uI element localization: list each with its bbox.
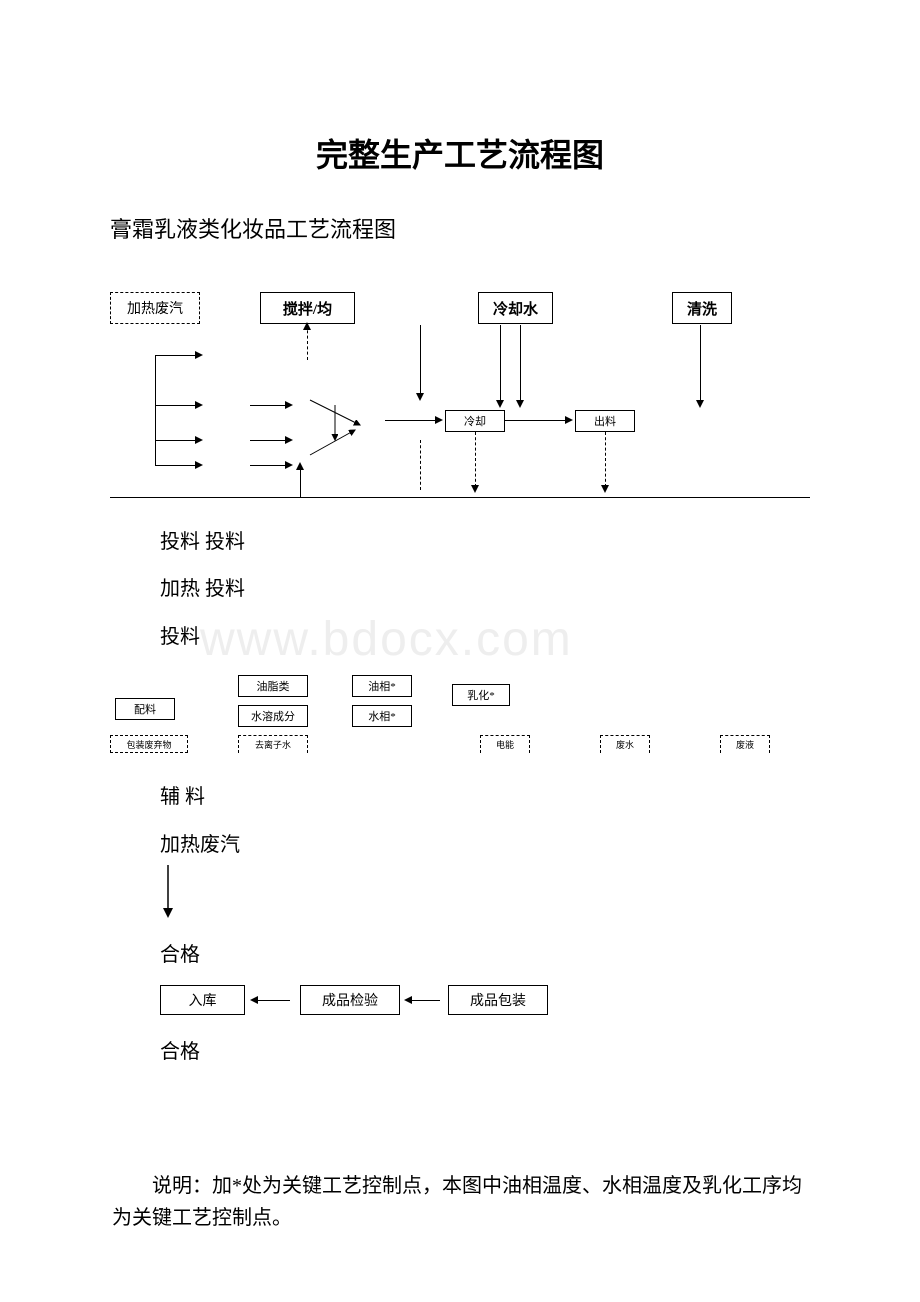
arrow-r3-2 (404, 996, 412, 1004)
dash-mix (307, 325, 308, 360)
box-watersol: 水溶成分 (238, 705, 308, 727)
box-wastel: 废液 (720, 735, 770, 753)
box-heat-waste: 加热废汽 (110, 292, 200, 324)
box-peiliao: 配料 (115, 698, 175, 720)
box-pack-waste: 包装废弃物 (110, 735, 188, 753)
label-heat-waste: 加热废汽 (160, 828, 240, 857)
line-h1b (155, 405, 195, 406)
line-h1d (155, 465, 195, 466)
line-h2c (250, 465, 285, 466)
box-elec: 电能 (480, 735, 530, 753)
arrow-mid-down (416, 393, 424, 401)
arrow-up-center (296, 462, 304, 470)
box-wastew: 废水 (600, 735, 650, 753)
page-title: 完整生产工艺流程图 (0, 130, 920, 176)
box-pack: 成品包装 (448, 985, 548, 1015)
line-h2b (250, 440, 285, 441)
box-inspect: 成品检验 (300, 985, 400, 1015)
arrow-h1d (195, 461, 203, 469)
arrow-r3-1 (250, 996, 258, 1004)
arrow-h1a (195, 351, 203, 359)
line-cw-down1 (500, 325, 501, 403)
box-deion: 去离子水 (238, 735, 308, 753)
label-aux: 辅 料 (160, 780, 205, 809)
note-text: 说明：加*处为关键工艺控制点，本图中油相温度、水相温度及乳化工序均为关键工艺控制… (112, 1170, 812, 1234)
line-h1c (155, 440, 195, 441)
dash-mid (420, 440, 421, 490)
box-emul: 乳化* (452, 684, 510, 706)
baseline (110, 497, 810, 498)
arrow-dash-out (601, 485, 609, 493)
arrow-h2b (285, 436, 293, 444)
label-touliao1: 投料 投料 (160, 525, 245, 554)
line-r3-2 (412, 1000, 440, 1001)
box-waterphase: 水相* (352, 705, 412, 727)
line-v1 (155, 355, 156, 465)
arrow-h2c (285, 461, 293, 469)
line-to-cool (385, 420, 435, 421)
arrow-h2a (285, 401, 293, 409)
line-up-center (300, 468, 301, 498)
dash-cool-down (475, 432, 476, 487)
label-touliao2: 加热 投料 (160, 572, 245, 601)
box-out: 出料 (575, 410, 635, 432)
down-arrow-icon (160, 865, 180, 920)
arrow-to-out (565, 416, 573, 424)
box-store: 入库 (160, 985, 245, 1015)
subtitle: 膏霜乳液类化妆品工艺流程图 (110, 212, 396, 244)
box-clean: 清洗 (672, 292, 732, 324)
line-h1a (155, 355, 195, 356)
line-cw-down2 (520, 325, 521, 403)
box-cool: 冷却 (445, 410, 505, 432)
line-h2a (250, 405, 285, 406)
diagonal-arrows (305, 395, 385, 465)
arrow-clean-down (696, 400, 704, 408)
arrow-cw-down1 (496, 400, 504, 408)
box-oil: 油脂类 (238, 675, 308, 697)
label-pass2: 合格 (160, 1035, 200, 1064)
box-cool-water: 冷却水 (478, 292, 553, 324)
line-clean-down (700, 325, 701, 403)
arrow-cw-down2 (516, 400, 524, 408)
line-mid-down (420, 325, 421, 395)
label-touliao3: 投料 (160, 620, 200, 649)
arrow-h1b (195, 401, 203, 409)
line-to-out (505, 420, 565, 421)
dash-out-down (605, 432, 606, 487)
box-mix: 搅拌/均 (260, 292, 355, 324)
arrow-dash-cool (471, 485, 479, 493)
label-pass1: 合格 (160, 938, 200, 967)
arrow-h1c (195, 436, 203, 444)
line-r3-1 (258, 1000, 290, 1001)
watermark: www.bdocx.com (200, 612, 573, 667)
arrow-to-cool (435, 416, 443, 424)
arrow-mix-up (303, 322, 311, 330)
box-oilphase: 油相* (352, 675, 412, 697)
